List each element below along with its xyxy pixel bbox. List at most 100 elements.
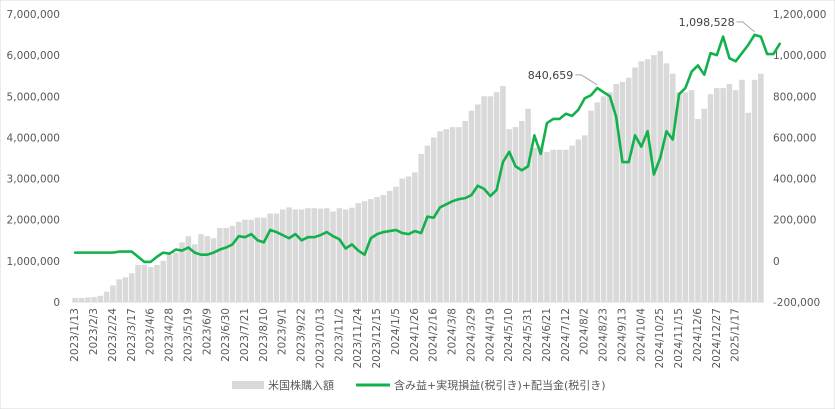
bar (493, 92, 500, 302)
bar (160, 260, 166, 302)
bar (242, 219, 248, 302)
bar (374, 197, 380, 302)
x-tick-label: 2024/5/10 (503, 308, 515, 362)
bar (600, 96, 607, 302)
bar (682, 92, 689, 302)
bar (739, 79, 745, 302)
y-left-axis: 0 1,000,000 2,000,000 3,000,000 4,000,000 5,0… (7, 9, 60, 309)
bar (229, 225, 236, 302)
x-tick-label: 2024/10/4 (635, 308, 647, 362)
bar (261, 217, 267, 302)
x-tick-label: 2023/11/2 (333, 308, 345, 362)
bar (512, 127, 519, 302)
y-left-tick-label: 5,000,000 (7, 91, 60, 103)
bar-series (72, 51, 764, 303)
x-tick-label: 2024/5/31 (522, 308, 534, 362)
annotations: 840,659 1,098,528 (528, 16, 755, 86)
bar (217, 227, 223, 302)
bar (179, 242, 185, 302)
x-tick-label: 2023/10/13 (315, 308, 327, 369)
bar (248, 219, 255, 302)
bar (544, 151, 550, 302)
bar (638, 61, 645, 303)
bar (116, 279, 122, 302)
y-left-tick-label: 7,000,000 (7, 9, 60, 21)
bar (103, 291, 110, 302)
bar (286, 207, 292, 302)
bar (342, 209, 349, 302)
bar (204, 236, 211, 302)
y-right-tick-label: 1,000,000 (773, 50, 826, 62)
bar (688, 90, 695, 302)
bar (525, 108, 531, 302)
bar (569, 145, 575, 302)
y-right-tick-label: 600,000 (773, 132, 816, 144)
bar (676, 92, 682, 302)
x-tick-label: 2023/11/24 (352, 308, 364, 369)
bar (386, 190, 393, 302)
bar (317, 208, 324, 302)
bar (166, 254, 173, 302)
bar (273, 213, 280, 302)
x-tick-label: 2024/9/13 (617, 308, 629, 362)
x-tick-label: 2024/7/12 (560, 308, 572, 362)
bar (506, 129, 512, 302)
x-axis: 2023/1/13 2023/2/3 2023/2/24 2023/3/17 2023/… (69, 308, 742, 369)
bar (254, 217, 261, 302)
bar (531, 147, 538, 302)
y-right-tick-label: -200,000 (773, 297, 820, 309)
y-left-tick-label: 0 (53, 297, 60, 309)
bar (670, 73, 676, 302)
bar (657, 51, 663, 302)
annotation-label: 840,659 (528, 69, 574, 82)
bar (443, 129, 450, 302)
bar (355, 203, 362, 302)
bar (412, 172, 418, 302)
x-tick-label: 2024/2/16 (428, 308, 440, 362)
bar (563, 149, 569, 302)
bar (185, 236, 192, 302)
x-tick-label: 2024/6/21 (541, 308, 553, 362)
bar (751, 79, 758, 302)
bar (154, 264, 160, 302)
bar (311, 208, 317, 302)
y-left-tick-label: 1,000,000 (7, 256, 60, 268)
annotation-label: 1,098,528 (679, 16, 735, 29)
bar (625, 77, 632, 303)
bar (607, 92, 613, 302)
bar (292, 209, 299, 302)
x-tick-label: 2024/1/5 (390, 308, 402, 355)
bar (336, 208, 343, 302)
bar (279, 209, 286, 302)
bar (91, 297, 97, 302)
bar (298, 209, 305, 302)
bar (581, 135, 588, 302)
y-left-tick-label: 3,000,000 (7, 174, 60, 186)
bar (594, 102, 601, 303)
y-left-tick-label: 2,000,000 (7, 215, 60, 227)
bar (556, 149, 563, 302)
bar (537, 145, 544, 302)
bar (305, 208, 311, 302)
x-tick-label: 2024/1/26 (409, 308, 421, 362)
bar (632, 67, 638, 303)
bar (701, 108, 708, 302)
x-tick-label: 2023/6/9 (201, 308, 213, 355)
bar (726, 83, 733, 302)
x-tick-label: 2023/6/30 (220, 308, 232, 362)
y-right-tick-label: 800,000 (773, 91, 816, 103)
x-tick-label: 2023/7/21 (239, 308, 251, 362)
x-tick-label: 2024/3/8 (447, 308, 459, 355)
bar (651, 55, 657, 302)
y-right-axis: -200,000 0 200,000 400,000 600,000 800,000 1,0… (773, 9, 826, 309)
x-tick-label: 2025/1/17 (730, 308, 742, 362)
x-tick-label: 2024/3/29 (466, 308, 478, 362)
bar (720, 88, 726, 302)
x-tick-label: 2023/4/6 (145, 308, 157, 355)
bar (449, 127, 456, 302)
x-tick-label: 2024/11/15 (673, 308, 685, 369)
legend: 米国株購入額 含み益+実現損益(税引き)+配当金(税引き) (232, 378, 606, 392)
bar (468, 110, 475, 302)
bar (405, 176, 412, 302)
bar (349, 207, 355, 302)
